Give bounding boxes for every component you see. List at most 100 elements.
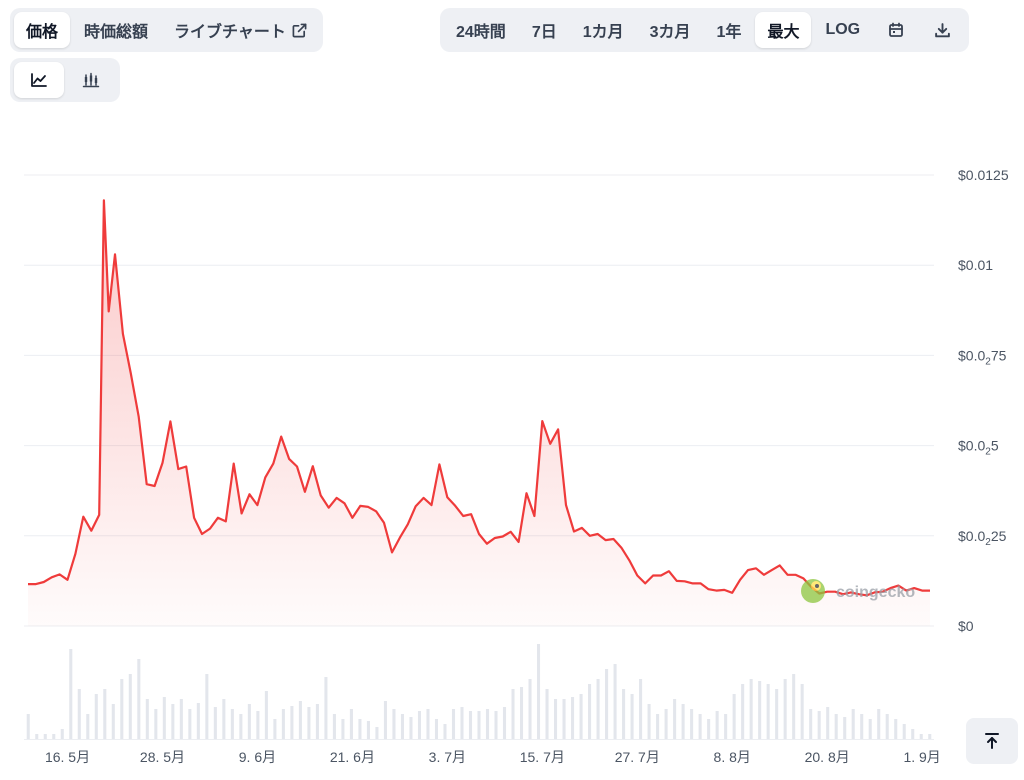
x-tick-label: 1. 9月 xyxy=(903,749,940,765)
volume-bar xyxy=(732,694,736,739)
range-1y[interactable]: 1年 xyxy=(716,24,742,41)
volume-bar xyxy=(707,719,711,739)
volume-bar xyxy=(528,679,532,739)
volume-bar xyxy=(111,704,115,739)
volume-bar xyxy=(256,711,260,739)
x-tick-label: 21. 6月 xyxy=(330,749,375,765)
volume-bar xyxy=(775,689,779,739)
tab-price[interactable]: 価格 xyxy=(14,12,71,48)
watermark-text: coingecko xyxy=(836,584,915,601)
volume-bar xyxy=(843,717,847,739)
volume-bar xyxy=(426,709,430,739)
volume-bar xyxy=(179,699,183,739)
volume-bar xyxy=(162,697,166,739)
scroll-to-top-button[interactable] xyxy=(966,718,1018,764)
volume-bar xyxy=(783,679,787,739)
volume-bar xyxy=(928,734,932,739)
tab-label: ライブチャート xyxy=(174,24,286,41)
volume-bar xyxy=(332,714,336,739)
volume-bar xyxy=(324,677,328,739)
volume-bar xyxy=(290,706,294,739)
volume-bar xyxy=(826,707,830,739)
volume-bar xyxy=(485,709,490,739)
log-scale-toggle[interactable]: LOG xyxy=(825,21,861,38)
volume-bar xyxy=(622,689,626,739)
volume-bar xyxy=(494,711,498,739)
volume-bar xyxy=(409,717,413,739)
volume-bar xyxy=(451,709,456,739)
volume-bar xyxy=(681,704,685,739)
volume-bar xyxy=(358,719,362,739)
volume-bar xyxy=(673,699,677,739)
volume-bar xyxy=(656,714,660,739)
volume-bar xyxy=(26,714,30,739)
volume-bar xyxy=(86,714,90,739)
volume-bar xyxy=(588,684,592,739)
candlestick-icon xyxy=(82,72,100,88)
volume-bar xyxy=(605,669,609,739)
volume-bar xyxy=(341,719,345,739)
volume-bar xyxy=(596,679,600,739)
coingecko-watermark: coingecko xyxy=(801,579,915,603)
volume-bar xyxy=(171,704,175,739)
range-24h[interactable]: 24時間 xyxy=(456,24,506,41)
volume-bar xyxy=(230,709,234,739)
volume-bar xyxy=(281,709,285,739)
volume-bar xyxy=(800,684,804,739)
volume-bar xyxy=(298,701,302,739)
volume-bar xyxy=(877,709,881,739)
volume-bar xyxy=(885,714,889,739)
x-tick-label: 3. 7月 xyxy=(429,749,466,765)
volume-bar xyxy=(519,687,524,739)
range-1m[interactable]: 1カ月 xyxy=(582,24,624,41)
volume-bar xyxy=(724,714,728,739)
x-tick-label: 27. 7月 xyxy=(615,749,660,765)
volume-bar xyxy=(52,734,56,739)
arrow-up-to-line-icon xyxy=(985,733,999,749)
x-tick-label: 15. 7月 xyxy=(520,749,565,765)
range-7d[interactable]: 7日 xyxy=(531,24,557,41)
volume-bar xyxy=(273,719,277,739)
calendar-button[interactable] xyxy=(874,12,918,48)
range-tabs: 24時間 7日 1カ月 3カ月 1年 最大 LOG xyxy=(440,8,970,52)
volume-bar xyxy=(468,711,473,739)
volume-bar xyxy=(868,719,872,739)
range-3m[interactable]: 3カ月 xyxy=(649,24,691,41)
volume-bar xyxy=(400,714,404,739)
volume-bar xyxy=(366,721,370,739)
tab-live-chart[interactable]: ライブチャート xyxy=(162,12,319,48)
x-tick-label: 8. 8月 xyxy=(714,749,751,765)
volume-bar xyxy=(630,694,634,739)
volume-bar xyxy=(120,679,124,739)
volume-bar xyxy=(196,703,200,739)
volume-bar xyxy=(562,699,566,739)
volume-bar xyxy=(460,707,464,739)
candlestick-button[interactable] xyxy=(66,62,116,98)
volume-bar xyxy=(911,729,915,739)
volume-bar xyxy=(639,679,643,739)
volume-bar xyxy=(860,714,864,739)
volume-bar xyxy=(60,729,64,739)
volume-bar xyxy=(613,664,617,739)
line-chart-button[interactable] xyxy=(14,62,64,98)
volume-bar xyxy=(502,707,507,739)
volume-bar xyxy=(758,681,762,739)
y-tick-label: $0.0125 xyxy=(958,167,1009,183)
volume-bar xyxy=(545,689,549,739)
range-max[interactable]: 最大 xyxy=(755,12,812,48)
volume-bar xyxy=(383,701,387,739)
volume-bar xyxy=(307,707,311,739)
volume-bar xyxy=(103,689,107,739)
tab-market-cap[interactable]: 時価総額 xyxy=(72,12,160,48)
x-tick-label: 28. 5月 xyxy=(140,749,185,765)
volume-bar xyxy=(375,727,379,739)
download-icon xyxy=(934,22,951,39)
volume-bar xyxy=(43,734,47,739)
download-button[interactable] xyxy=(920,12,965,48)
volume-bar xyxy=(537,644,541,739)
x-tick-label: 16. 5月 xyxy=(45,749,90,765)
volume-bar xyxy=(749,679,753,739)
volume-bar xyxy=(94,694,98,739)
volume-bar xyxy=(698,714,702,739)
